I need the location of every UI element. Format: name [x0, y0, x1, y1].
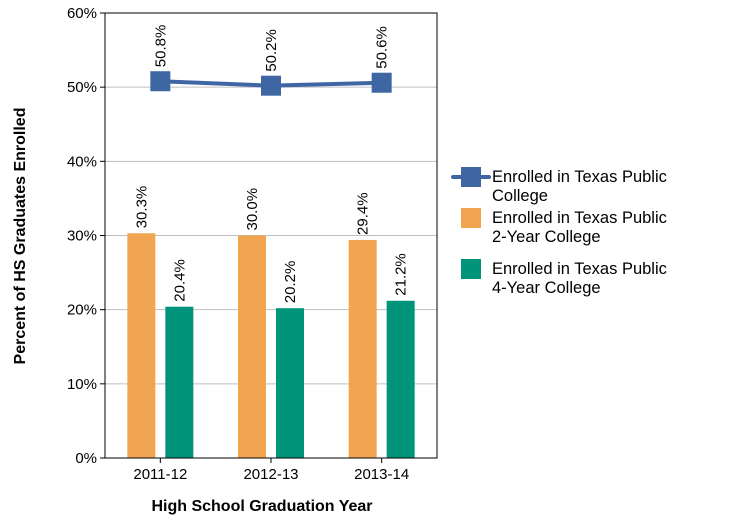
y-axis-title: Percent of HS Graduates Enrolled — [12, 108, 29, 365]
x-tick-label: 2011-12 — [133, 466, 187, 483]
y-tick-label: 60% — [67, 5, 97, 22]
x-tick-label: 2013-14 — [354, 466, 409, 483]
bar — [165, 306, 194, 458]
bar-data-label: 30.3% — [133, 186, 150, 229]
legend-entry-text: Enrolled in Texas Public — [492, 209, 667, 227]
legend-entry-text: Enrolled in Texas Public — [492, 168, 667, 186]
bar — [238, 235, 266, 458]
bar — [386, 300, 415, 458]
bar-data-label: 29.4% — [355, 192, 372, 235]
legend-entry-text: Enrolled in Texas Public — [492, 260, 667, 278]
bar — [127, 233, 156, 458]
line-point-marker — [261, 75, 281, 96]
bar-data-label: 21.2% — [393, 253, 410, 296]
bar-data-label: 20.4% — [171, 259, 188, 302]
x-axis-title: High School Graduation Year — [151, 498, 372, 515]
x-tick-label: 2012-13 — [243, 466, 298, 483]
y-tick-label: 30% — [67, 228, 97, 245]
legend: Enrolled in Texas PublicCollegeEnrolled … — [451, 167, 667, 297]
legend-bar-swatch — [461, 208, 481, 228]
y-tick-label: 50% — [67, 79, 97, 96]
data-labels: 30.3% 30.0% 29.4% 20.4% 20.2% 21.2% 50.8% 50.2%… — [133, 25, 409, 303]
y-tick-label: 0% — [75, 450, 97, 467]
line-data-label: 50.2% — [263, 29, 280, 72]
bars — [127, 233, 415, 458]
axes: 0% 10% 20% 30% 40% 50% 60% 2011-12 2012-13 2013-1… — [67, 5, 438, 483]
bar-data-label: 20.2% — [282, 261, 299, 304]
legend-bar-swatch — [461, 259, 481, 279]
legend-entry-text: 2-Year College — [492, 228, 601, 246]
line-data-label: 50.6% — [374, 26, 391, 69]
line-point-marker — [371, 72, 392, 93]
bar — [276, 308, 304, 458]
y-tick-label: 40% — [67, 153, 97, 170]
y-tick-label: 10% — [67, 376, 97, 393]
bar — [348, 239, 377, 458]
line-data-label: 50.8% — [152, 25, 169, 68]
y-tick-label: 20% — [67, 302, 97, 319]
legend-marker-swatch — [461, 167, 481, 187]
line-point-marker — [150, 71, 171, 92]
legend-entry-text: 4-Year College — [492, 279, 601, 297]
series-line — [150, 71, 392, 96]
legend-entry-text: College — [492, 187, 548, 205]
bar-data-label: 30.0% — [244, 188, 261, 231]
